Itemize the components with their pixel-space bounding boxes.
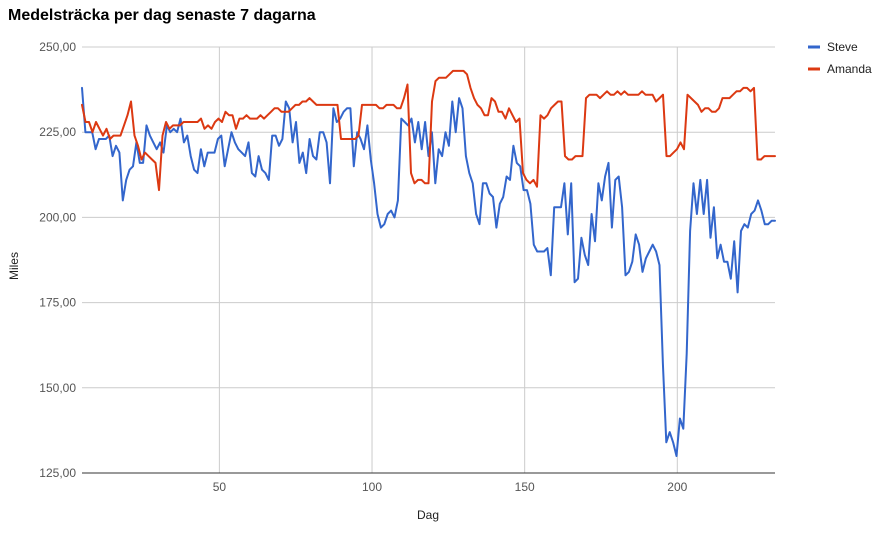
y-tick-label: 225,00 xyxy=(39,125,76,139)
y-axis-label: Miles xyxy=(7,252,21,280)
y-tick-label: 250,00 xyxy=(39,40,76,54)
y-tick-label: 175,00 xyxy=(39,296,76,310)
axes: 125,00 150,00 175,00 200,00 225,00 250,00 50 10… xyxy=(39,40,775,494)
series-lines xyxy=(81,69,776,457)
x-tick-label: 50 xyxy=(213,480,227,494)
x-tick-label: 100 xyxy=(362,480,382,494)
legend-label: Steve xyxy=(827,40,858,54)
legend-label: Amanda xyxy=(827,62,872,76)
legend: Steve Amanda xyxy=(808,40,872,76)
chart-title: Medelsträcka per dag senaste 7 dagarna xyxy=(8,7,316,24)
y-tick-label: 125,00 xyxy=(39,466,76,480)
gridlines xyxy=(82,46,775,474)
series-line-steve xyxy=(81,86,776,457)
x-axis-label: Dag xyxy=(417,508,439,522)
y-tick-label: 150,00 xyxy=(39,381,76,395)
series-line-amanda xyxy=(81,69,776,192)
y-tick-label: 200,00 xyxy=(39,210,76,224)
x-tick-label: 150 xyxy=(515,480,535,494)
x-tick-label: 200 xyxy=(667,480,687,494)
